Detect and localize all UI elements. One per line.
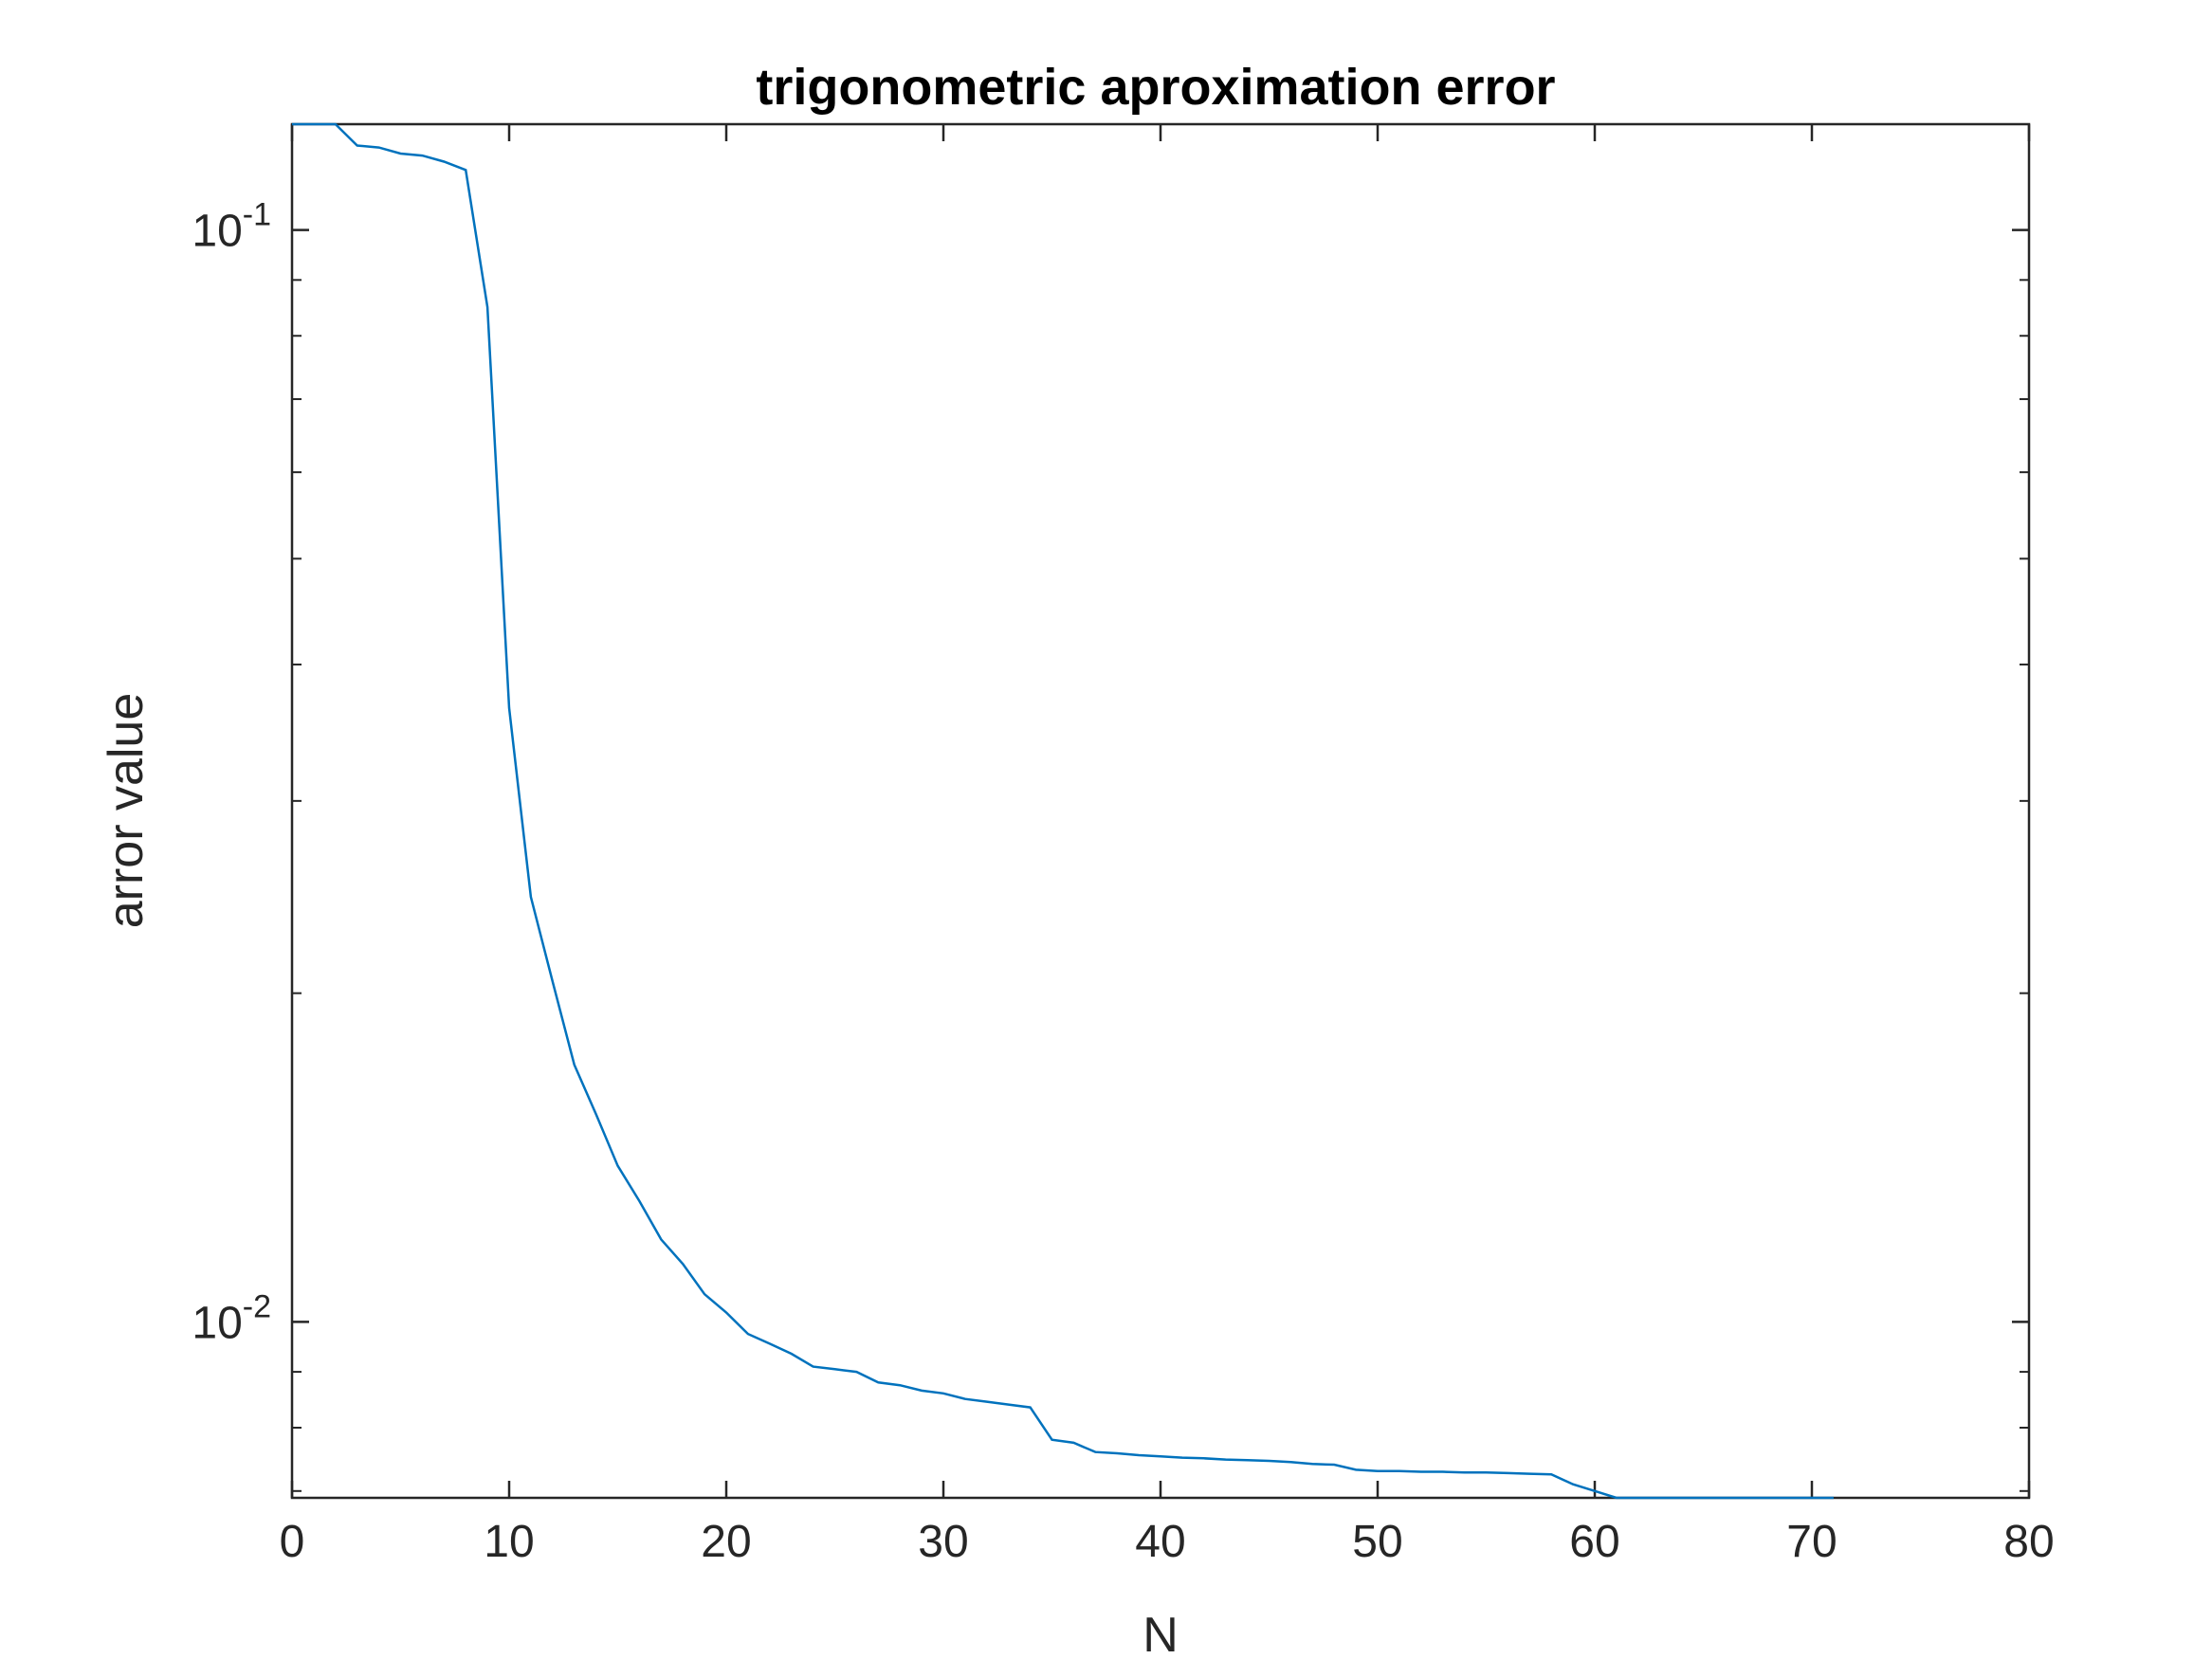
axes-box	[290, 122, 2031, 1500]
chart-title: trigonometric aproximation error	[756, 59, 1555, 116]
y-tick-label: 10-2	[192, 1288, 271, 1348]
x-tick-label: 10	[484, 1517, 534, 1567]
y-tick-label-exponent: -1	[243, 197, 271, 233]
x-tick-label: 20	[701, 1517, 751, 1567]
plot-area: 0 10 20 30 40 50 60 70 80 10-110-2	[192, 122, 2055, 1567]
y-tick-label-base: 10	[192, 207, 242, 257]
x-tick-label: 50	[1352, 1517, 1402, 1567]
x-axis-label: N	[1143, 1608, 1179, 1659]
x-tick-label: 40	[1135, 1517, 1185, 1567]
x-tick-label: 70	[1786, 1517, 1837, 1567]
y-tick-label-base: 10	[192, 1298, 242, 1348]
y-tick-label: 10-1	[192, 197, 271, 257]
y-ticks: 10-110-2	[192, 197, 2029, 1348]
y-axis-label: arror value	[99, 693, 154, 929]
x-tick-label: 30	[918, 1517, 968, 1567]
x-tick-label: 0	[280, 1517, 305, 1567]
x-ticks: 0 10 20 30 40 50 60 70 80	[280, 124, 2055, 1567]
x-tick-label: 60	[1569, 1517, 1619, 1567]
y-minor-ticks	[292, 279, 2029, 1492]
series-line	[292, 122, 1834, 1500]
x-tick-label: 80	[2003, 1517, 2054, 1567]
y-tick-label-exponent: -2	[243, 1288, 271, 1324]
